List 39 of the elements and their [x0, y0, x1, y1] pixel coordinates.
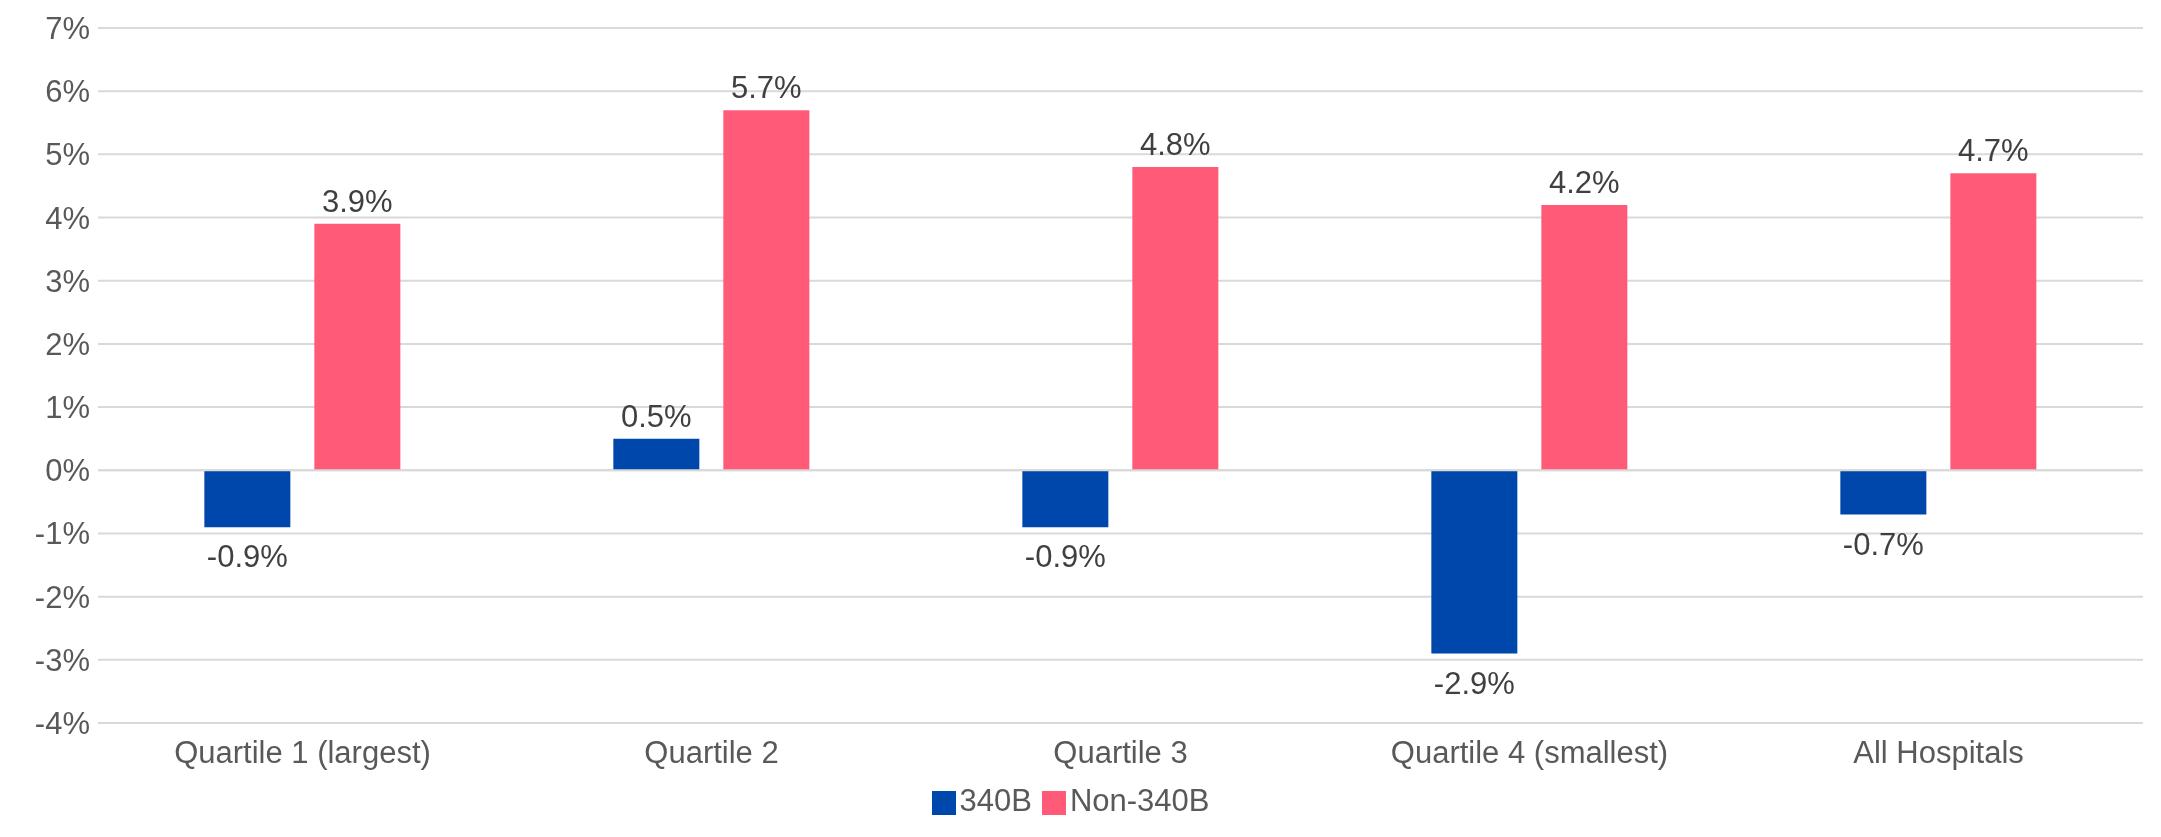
x-tick-label: Quartile 3 — [1053, 735, 1188, 771]
data-label: -0.9% — [1024, 539, 1106, 575]
y-tick-label: 4% — [45, 200, 90, 236]
y-tick-label: 2% — [45, 326, 90, 362]
y-tick-label: -4% — [34, 706, 90, 742]
bar — [1950, 173, 2037, 471]
y-tick-label: -2% — [34, 579, 90, 615]
data-label: 4.8% — [1140, 127, 1211, 162]
x-tick-label: Quartile 1 (largest) — [174, 735, 431, 771]
data-label: 0.5% — [621, 398, 692, 434]
x-tick-label: All Hospitals — [1853, 735, 2024, 771]
bar — [1541, 204, 1628, 471]
x-tick-label: Quartile 4 (smallest) — [1390, 735, 1669, 771]
data-label: -0.9% — [206, 539, 288, 575]
data-label: 5.7% — [731, 70, 802, 106]
legend-label: 340B — [959, 783, 1032, 818]
bar — [1431, 470, 1518, 654]
bar — [314, 223, 401, 471]
y-tick-label: 6% — [45, 74, 90, 110]
y-tick-label: -1% — [34, 516, 90, 552]
bar — [723, 110, 810, 471]
y-tick-label: 3% — [45, 263, 90, 299]
y-tick-label: 7% — [45, 11, 90, 47]
legend-label: Non-340B — [1069, 783, 1210, 818]
bar — [613, 438, 700, 471]
y-tick-label: 0% — [45, 453, 90, 489]
data-label: 4.7% — [1958, 133, 2029, 169]
bar — [1840, 470, 1927, 515]
data-label: -0.7% — [1842, 526, 1924, 562]
bar — [1022, 470, 1109, 528]
y-tick-label: 5% — [45, 137, 90, 173]
data-label: 4.2% — [1549, 164, 1620, 200]
y-tick-label: -3% — [34, 642, 90, 678]
data-label: 3.9% — [322, 183, 393, 219]
bar — [204, 470, 291, 528]
data-label: -2.9% — [1433, 665, 1515, 701]
y-tick-label: 1% — [45, 390, 90, 426]
x-tick-label: Quartile 2 — [644, 735, 779, 771]
bar — [1132, 167, 1219, 471]
